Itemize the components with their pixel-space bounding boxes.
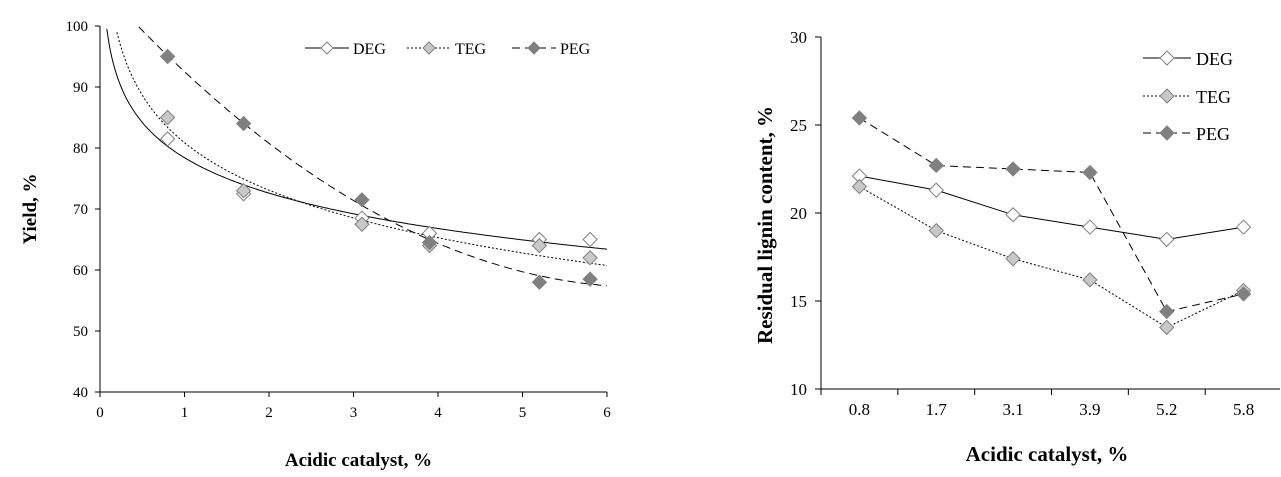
legend-label: DEG <box>1196 49 1233 69</box>
point-peg <box>421 234 438 251</box>
point-peg <box>235 115 252 132</box>
point-teg <box>1082 272 1098 288</box>
point-teg <box>928 222 944 239</box>
point-peg <box>928 157 944 174</box>
point-peg <box>354 192 370 208</box>
x-tick-label: 5 <box>519 405 527 421</box>
y-tick-label: 40 <box>73 385 88 401</box>
point-peg <box>1005 161 1021 177</box>
legend-marker <box>422 41 436 55</box>
point-deg <box>1235 219 1252 235</box>
point-deg <box>1005 207 1021 223</box>
point-deg <box>1159 231 1175 248</box>
x-axis-title: Acidic catalyst, % <box>966 442 1129 466</box>
point-teg <box>1159 319 1175 336</box>
legend-marker <box>527 41 541 55</box>
point-deg <box>1082 219 1098 235</box>
series-line-teg <box>859 186 1244 328</box>
y-tick-label: 30 <box>790 28 807 47</box>
point-teg <box>159 109 176 126</box>
x-tick-label: 0.8 <box>849 400 870 419</box>
point-teg <box>1005 251 1021 267</box>
y-axis-title: Residual lignin content, % <box>753 106 777 344</box>
x-tick-label: 5.2 <box>1156 400 1177 419</box>
legend-marker <box>1159 50 1175 66</box>
x-tick-label: 1 <box>181 405 189 421</box>
x-axis-title: Acidic catalyst, % <box>285 450 432 471</box>
point-teg <box>582 250 598 266</box>
x-tick-label: 1.7 <box>926 400 948 419</box>
point-teg <box>235 182 252 199</box>
yield-chart: 40 50 60 70 80 90 100 0 1 2 3 4 5 6 Acidic catalyst, %… <box>20 19 611 471</box>
x-tick-label: 6 <box>603 405 611 421</box>
legend-marker <box>1159 125 1175 141</box>
legend-label: PEG <box>560 41 591 58</box>
y-tick-label: 10 <box>790 380 807 399</box>
y-axis-title: Yield, % <box>20 173 41 244</box>
point-peg <box>1235 286 1252 302</box>
y-tick-label: 70 <box>73 202 88 218</box>
point-peg <box>159 48 176 65</box>
y-tick-label: 90 <box>73 80 88 96</box>
legend-label: TEG <box>1196 87 1231 107</box>
legend-label: TEG <box>455 41 487 58</box>
legend-marker <box>320 41 334 55</box>
x-tick-label: 3.9 <box>1079 400 1100 419</box>
legend-label: PEG <box>1196 124 1230 144</box>
x-tick-label: 3 <box>350 405 358 421</box>
x-tick-label: 5.8 <box>1233 400 1254 419</box>
y-tick-label: 20 <box>790 204 807 223</box>
point-peg <box>531 274 548 290</box>
y-tick-label: 15 <box>790 292 807 311</box>
legend-label: DEG <box>353 41 386 58</box>
trendline-peg <box>138 26 608 287</box>
trendline-teg <box>116 32 608 266</box>
x-tick-label: 2 <box>265 405 273 421</box>
y-tick-label: 25 <box>790 116 807 135</box>
x-tick-label: 3.1 <box>1002 400 1023 419</box>
series-line-deg <box>859 175 1244 240</box>
x-tick-label: 4 <box>434 405 442 421</box>
x-tick-label: 0 <box>96 405 104 421</box>
trendline-deg <box>106 28 608 250</box>
point-deg <box>159 131 176 147</box>
lignin-chart: 10 15 20 25 30 0.8 1.7 3.1 3.9 5.2 5.8 Acidic catal… <box>753 28 1280 466</box>
point-peg <box>1082 164 1098 181</box>
y-tick-label: 50 <box>73 324 88 340</box>
y-tick-label: 80 <box>73 141 88 157</box>
point-deg <box>928 182 944 198</box>
point-peg <box>582 271 598 287</box>
point-teg <box>851 178 868 195</box>
point-peg <box>851 110 868 126</box>
y-tick-label: 100 <box>66 19 89 35</box>
legend-marker <box>1159 88 1175 104</box>
point-teg <box>354 216 370 232</box>
series-line-peg <box>859 117 1244 313</box>
y-tick-label: 60 <box>73 263 88 279</box>
point-deg <box>582 231 598 248</box>
point-peg <box>1159 303 1175 320</box>
point-teg <box>531 237 548 254</box>
